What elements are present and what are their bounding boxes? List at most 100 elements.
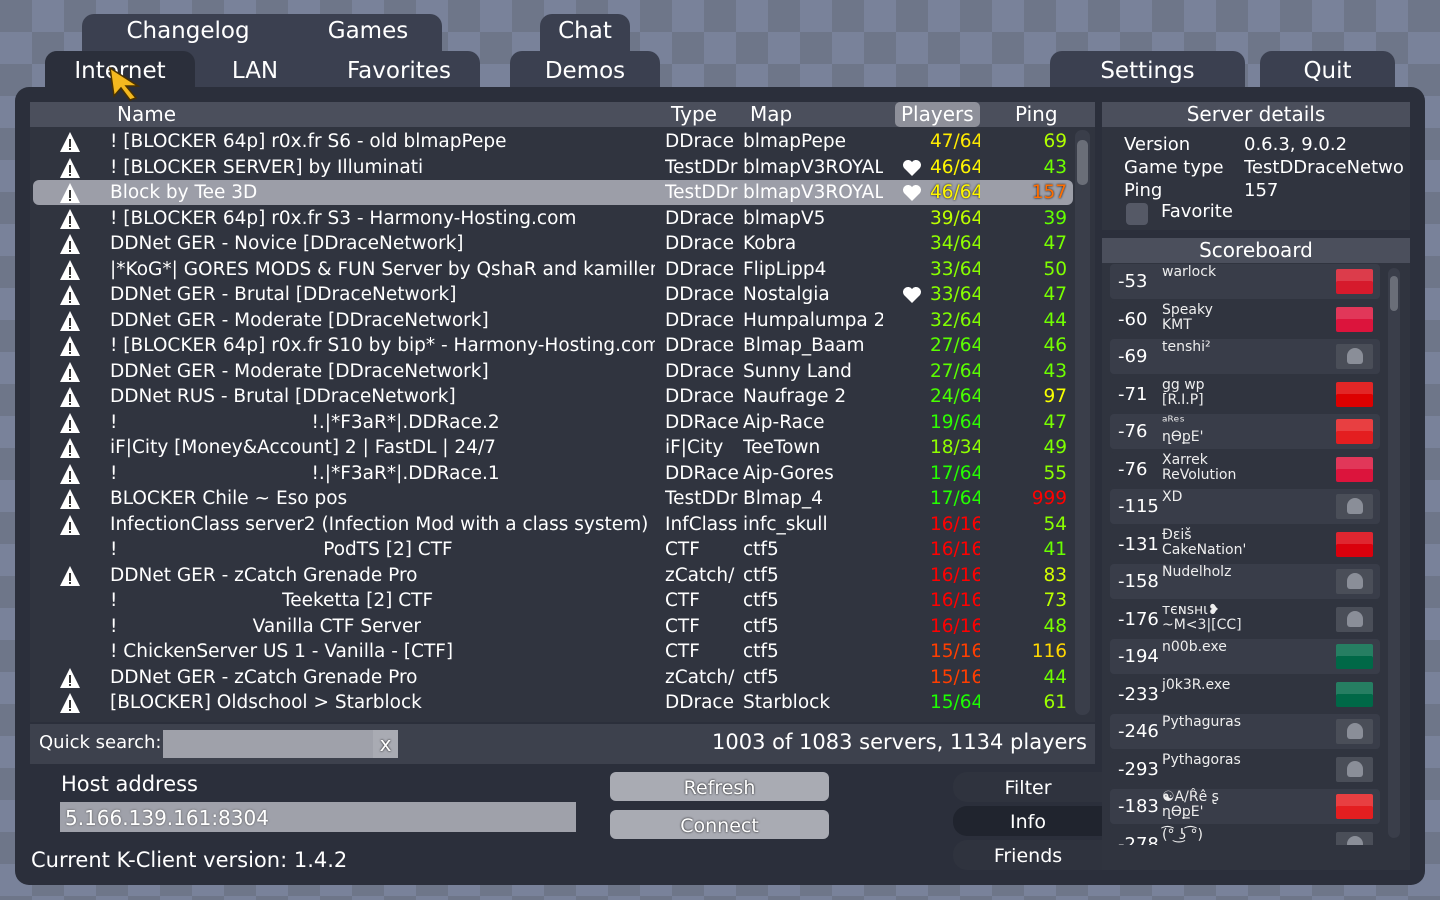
server-map: FlipLipp4 — [743, 258, 827, 280]
server-row[interactable]: DDNet RUS - Brutal [DDraceNetwork] DDrace… — [30, 384, 1070, 409]
server-name: ! [BLOCKER 64p] r0x.fr S10 by bip* - Har… — [110, 335, 655, 356]
server-map: ctf5 — [743, 641, 779, 662]
server-type: InfClass — [665, 513, 738, 535]
server-row[interactable]: ! PodTS [2] CTF CTF ctf5 16/16 41 — [30, 537, 1070, 562]
scroll-thumb[interactable] — [1077, 140, 1088, 185]
player-count: 16/16 — [930, 590, 980, 611]
server-count: 1003 of 1083 servers, 1134 players — [712, 730, 1087, 754]
player-count: 15/16 — [930, 666, 980, 688]
favorite-label: Favorite — [1161, 201, 1233, 222]
ping: 999 — [1031, 488, 1067, 509]
player-count: 15/16 — [930, 641, 980, 662]
column-header[interactable]: Type — [671, 102, 717, 126]
server-row[interactable]: Block by Tee 3D TestDDr blmapV3ROYAL 46/64 1… — [33, 180, 1073, 205]
scrollbar[interactable] — [1075, 130, 1090, 715]
server-type: DDRace — [665, 411, 739, 433]
scoreboard-scrollbar[interactable] — [1388, 268, 1400, 838]
server-row[interactable]: ! ChickenServer US 1 - Vanilla - [CTF] CT… — [30, 639, 1070, 664]
server-row[interactable]: ! [BLOCKER 64p] r0x.fr S3 - Harmony-Host… — [30, 206, 1070, 231]
refresh-button[interactable]: Refresh — [610, 772, 829, 801]
tab-changelog[interactable]: Changelog — [126, 18, 250, 44]
tab-demos[interactable]: Demos — [510, 51, 660, 91]
server-row[interactable]: ! [BLOCKER 64p] r0x.fr S10 by bip* - Har… — [30, 333, 1070, 358]
server-row[interactable]: ! !.|*F3aR*|.DDRace.1 DDRace Aip-Gores 17/6… — [30, 461, 1070, 486]
tab-lan[interactable]: LAN — [231, 58, 279, 84]
server-row[interactable]: ! Teeketta [2] CTF CTF ctf5 16/16 73 — [30, 588, 1070, 613]
ping: 49 — [1043, 437, 1067, 458]
server-name: ! !.|*F3aR*|.DDRace.1 — [110, 462, 500, 484]
player-count: 19/64 — [930, 411, 980, 433]
server-row[interactable]: ! !.|*F3aR*|.DDRace.2 DDRace Aip-Race 19/64… — [30, 410, 1070, 435]
tab-chat[interactable]: Chat — [558, 18, 612, 44]
server-map: Sunny Land — [743, 360, 852, 382]
ping: 47 — [1043, 411, 1067, 433]
server-row[interactable]: DDNet GER - zCatch Grenade Pro zCatch/ctf… — [30, 563, 1070, 588]
scoreboard: Scoreboard — [1102, 238, 1410, 870]
server-row[interactable]: iF|City [Money&Account] 2 | FastDL | 24/… — [30, 435, 1070, 460]
host-label: Host address — [61, 772, 198, 796]
detail-label: Ping — [1124, 180, 1163, 201]
server-name: ! Vanilla CTF Server — [110, 615, 421, 637]
player-count: 46/64 — [930, 182, 980, 203]
column-header[interactable]: Map — [750, 102, 793, 126]
server-type: DDrace — [665, 207, 734, 229]
server-type: DDrace — [665, 309, 734, 331]
server-name: BLOCKER Chile ~ Eso pos — [110, 488, 348, 509]
search-input[interactable] — [163, 730, 373, 758]
server-name: DDNet GER - zCatch Grenade Pro — [110, 564, 418, 586]
tab-games[interactable]: Games — [327, 18, 409, 44]
column-header[interactable]: Players — [895, 102, 980, 127]
scoreboard-title: Scoreboard — [1102, 238, 1410, 263]
server-map: Aip-Gores — [743, 462, 834, 484]
host-input[interactable]: 5.166.139.161:8304 — [60, 802, 576, 832]
server-type: DDRace — [665, 462, 739, 484]
server-map: blmapPepe — [743, 131, 846, 152]
server-name: Block by Tee 3D — [110, 182, 258, 203]
server-row[interactable]: BLOCKER Chile ~ Eso pos TestDDr Blmap_4 17/… — [30, 486, 1070, 511]
server-type: DDrace — [665, 692, 734, 713]
server-type: zCatch/ — [665, 666, 735, 688]
ping: 43 — [1043, 360, 1067, 382]
warning-icon — [60, 310, 80, 331]
warning-icon — [60, 361, 80, 382]
server-type: CTF — [665, 641, 700, 662]
server-type: TestDDr — [665, 182, 738, 203]
server-row[interactable]: DDNet GER - Novice [DDraceNetwork] DDrace… — [30, 231, 1070, 256]
ping: 47 — [1043, 233, 1067, 254]
server-row[interactable]: DDNet GER - zCatch Grenade Pro zCatch/ctf… — [30, 665, 1070, 690]
server-type: DDrace — [665, 284, 734, 305]
player-count: 39/64 — [930, 207, 980, 229]
server-map: ctf5 — [743, 615, 779, 637]
friends-button[interactable]: Friends — [953, 840, 1103, 870]
favorite-checkbox[interactable] — [1126, 203, 1148, 225]
info-button[interactable]: Info — [953, 806, 1103, 836]
tab-favorites[interactable]: Favorites — [347, 58, 451, 84]
ping: 55 — [1043, 462, 1067, 484]
player-count: 17/64 — [930, 488, 980, 509]
server-row[interactable]: InfectionClass server2 (Infection Mod wi… — [30, 512, 1070, 537]
connect-button[interactable]: Connect — [610, 810, 829, 839]
server-type: TestDDr — [665, 156, 738, 178]
server-row[interactable]: ! Vanilla CTF Server CTF ctf5 16/16 48 — [30, 614, 1070, 639]
server-row[interactable]: ! [BLOCKER 64p] r0x.fr S6 - old blmapPep… — [30, 129, 1070, 154]
tab-quit[interactable]: Quit — [1260, 51, 1395, 91]
ping: 116 — [1031, 641, 1067, 662]
server-row[interactable]: DDNet GER - Moderate [DDraceNetwork] DDra… — [30, 308, 1070, 333]
mouse-cursor — [109, 66, 141, 101]
tab-group-top — [82, 14, 442, 54]
server-row[interactable]: [BLOCKER] Oldschool > Starblock DDrace Sta… — [30, 690, 1070, 715]
scroll-thumb[interactable] — [1390, 276, 1398, 311]
server-row[interactable]: |*KoG*| GORES MODS & FUN Server by QshaR… — [30, 257, 1070, 282]
server-row[interactable]: ! [BLOCKER SERVER] by Illuminati TestDDr b… — [30, 155, 1070, 180]
server-row[interactable]: DDNet GER - Brutal [DDraceNetwork] DDrace… — [30, 282, 1070, 307]
server-row[interactable]: DDNet GER - Moderate [DDraceNetwork] DDra… — [30, 359, 1070, 384]
search-bar: Quick search: x 1003 of 1083 servers, 11… — [30, 724, 1095, 764]
warning-icon — [60, 693, 80, 713]
server-type: DDrace — [665, 131, 734, 152]
tab-settings[interactable]: Settings — [1050, 51, 1245, 91]
filter-button[interactable]: Filter — [953, 772, 1103, 802]
server-type: DDrace — [665, 386, 734, 407]
search-clear[interactable]: x — [373, 730, 398, 758]
column-header[interactable]: Ping — [1015, 102, 1058, 126]
column-header[interactable]: Name — [117, 102, 177, 126]
